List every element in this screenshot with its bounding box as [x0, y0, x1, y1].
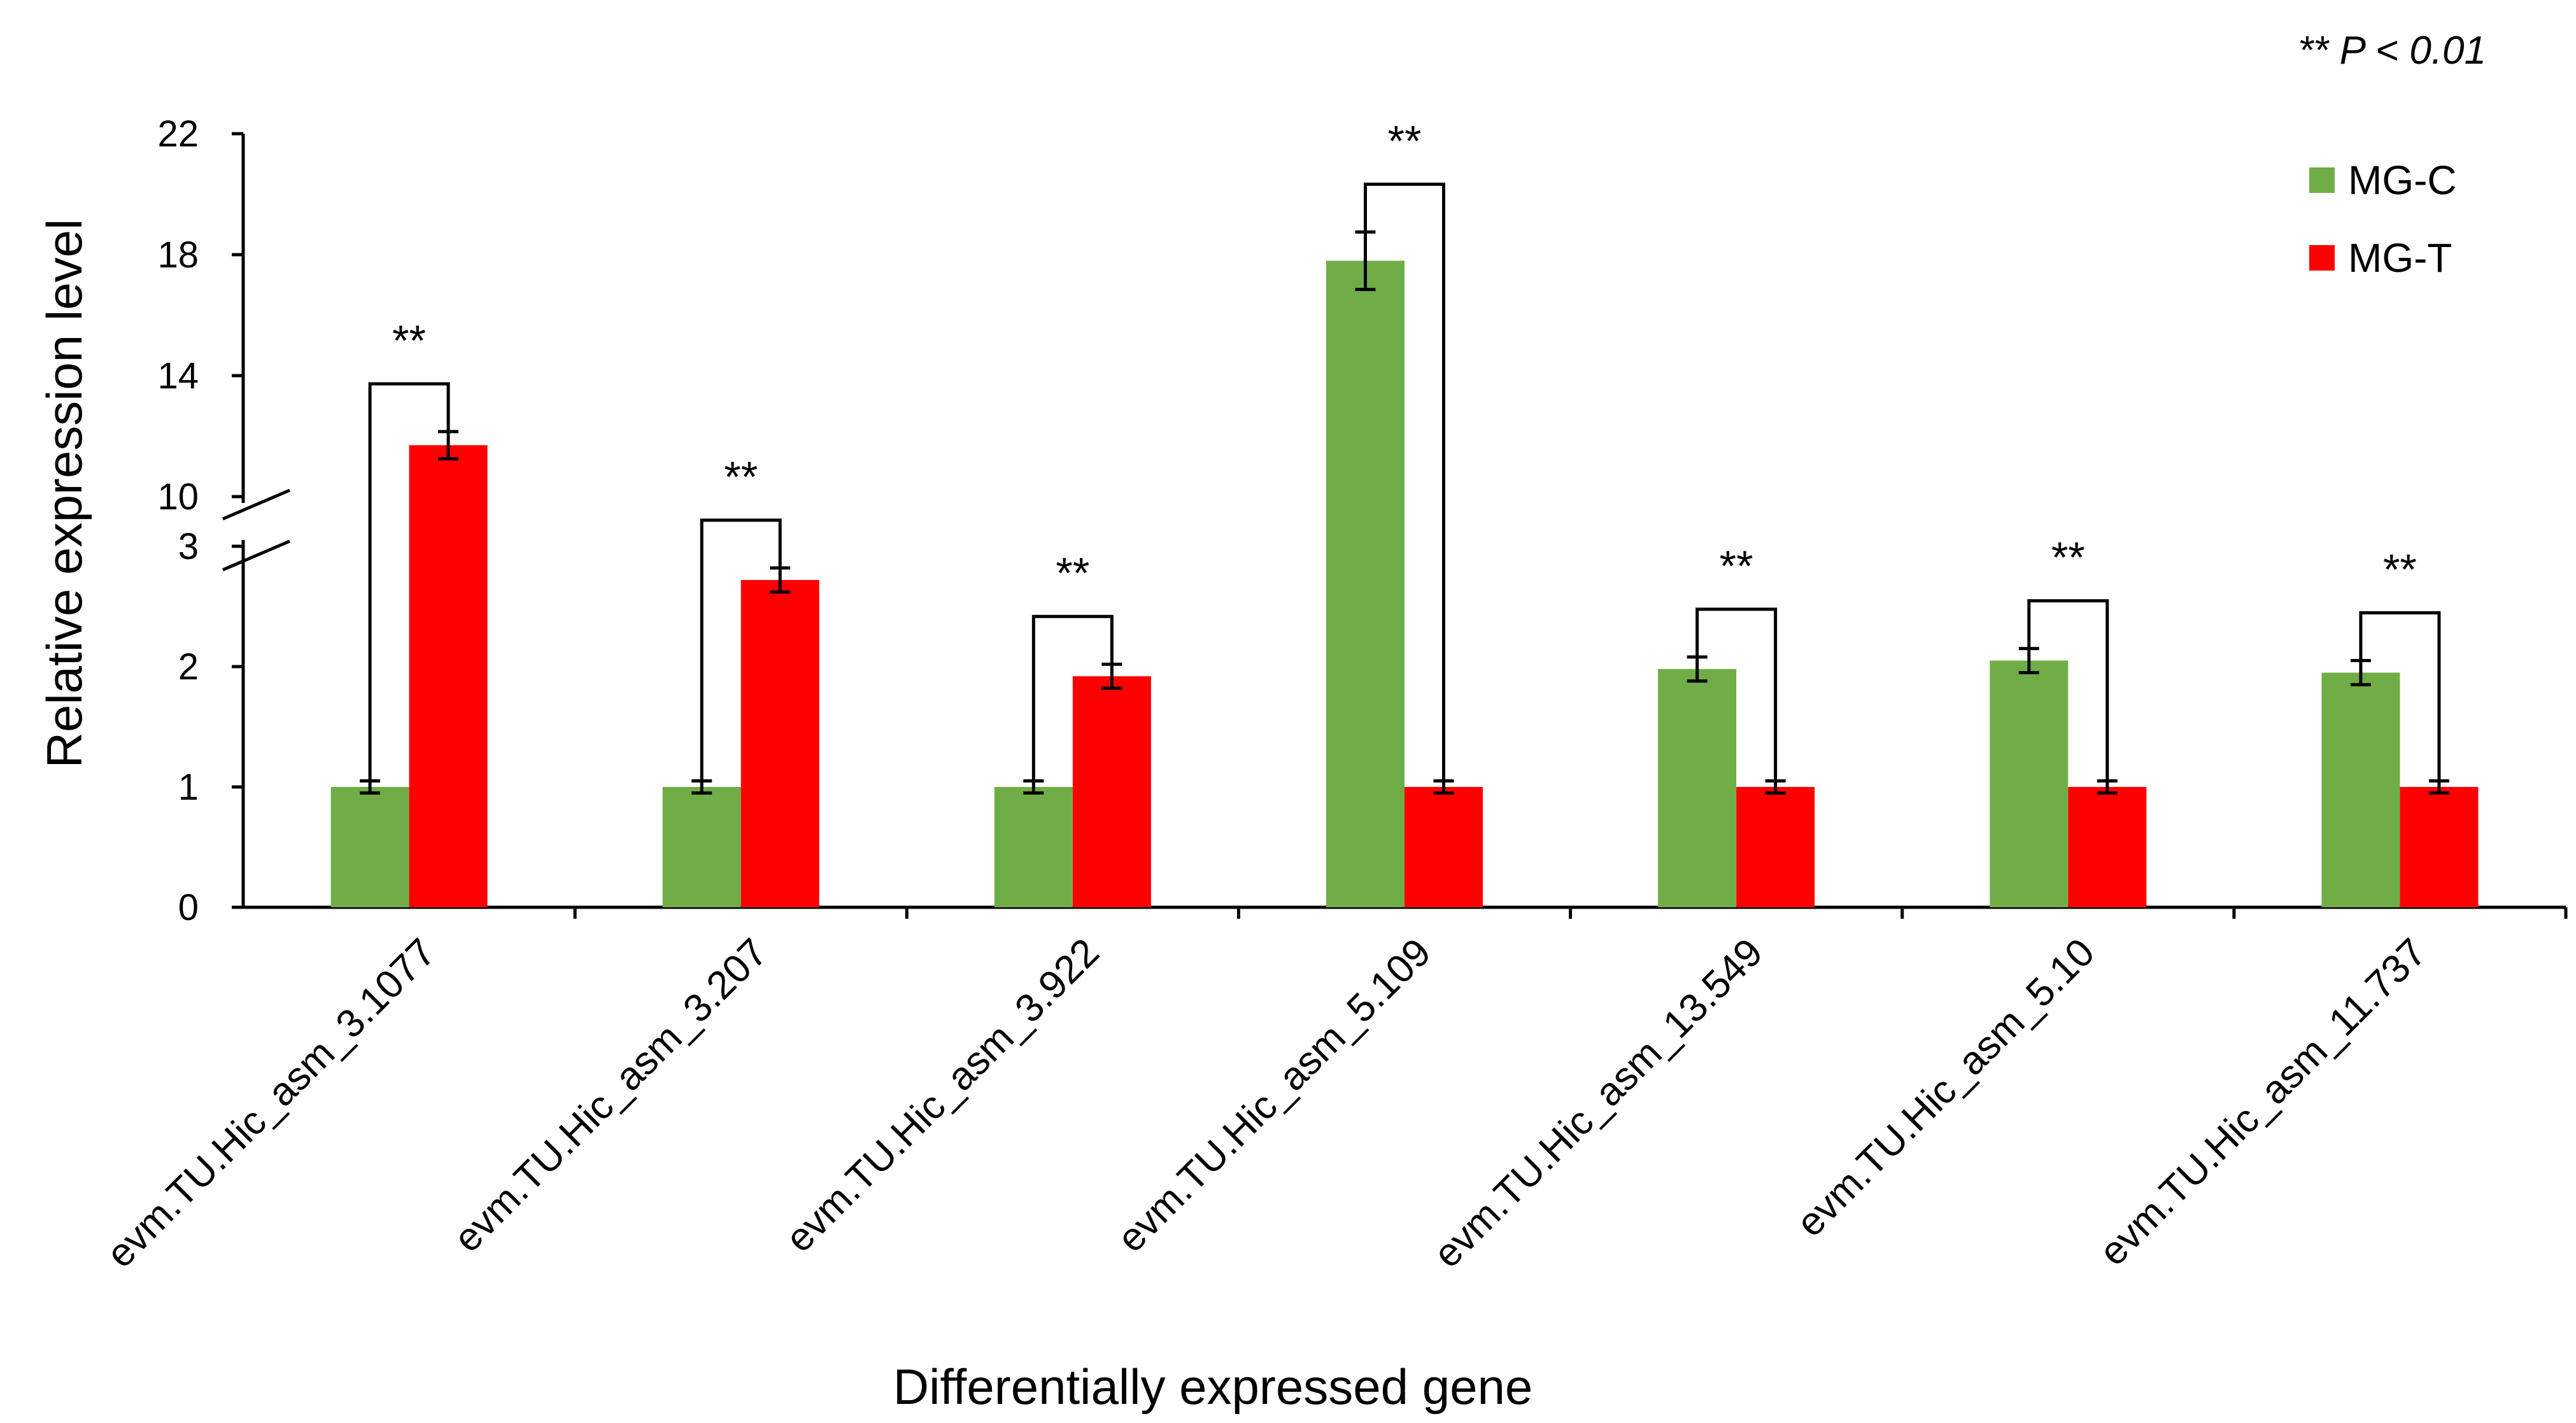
bar-mg-c-4 [1326, 260, 1405, 907]
legend: MG-C MG-T [2309, 157, 2457, 281]
significance-bracket-5 [1695, 607, 1778, 781]
axis-break-mark-lower [222, 539, 290, 572]
legend-label-mg-c: MG-C [2348, 157, 2457, 203]
y-tick-label-1: 1 [178, 767, 199, 808]
y-axis-title: Relative expression level [36, 219, 92, 768]
y-tick-label-3: 3 [178, 526, 199, 567]
category-label-1: evm.TU.Hic_asm_3.1077 [98, 930, 444, 1276]
legend-swatch-mg-c [2309, 167, 2335, 193]
axis-break-mark-upper [222, 488, 290, 521]
significance-marker-6: ** [2051, 534, 2085, 582]
bar-mg-t-2 [740, 579, 819, 907]
legend-swatch-mg-t [2309, 245, 2335, 271]
category-label-6: evm.TU.Hic_asm_5.10 [1788, 930, 2104, 1245]
x-axis-title: Differentially expressed gene [893, 1359, 1532, 1415]
bar-mg-c-3 [994, 787, 1073, 907]
significance-marker-3: ** [1056, 549, 1089, 597]
legend-label-mg-t: MG-T [2348, 235, 2452, 281]
bar-mg-c-5 [1658, 669, 1737, 907]
significance-marker-1: ** [392, 316, 426, 365]
bar-mg-t-3 [1072, 676, 1151, 907]
y-tick-label-10: 10 [157, 476, 199, 518]
bar-mg-t-4 [1405, 787, 1483, 907]
significance-marker-7: ** [2383, 546, 2417, 594]
significance-bracket-6 [2027, 599, 2109, 781]
category-label-7: evm.TU.Hic_asm_11.737 [2091, 930, 2435, 1274]
bar-mg-t-7 [2400, 787, 2479, 907]
significance-bracket-1 [368, 382, 450, 781]
category-label-4: evm.TU.Hic_asm_5.109 [1109, 930, 1440, 1261]
bar-mg-c-2 [662, 787, 741, 907]
bar-mg-t-5 [1736, 787, 1815, 907]
significance-bracket-3 [1031, 614, 1114, 781]
y-tick-label-0: 0 [178, 887, 199, 928]
significance-brackets: ** ** ** ** ** ** ** [368, 117, 2441, 781]
significance-marker-5: ** [1720, 542, 1753, 590]
bar-mg-c-6 [1990, 660, 2069, 907]
bar-mg-t-1 [409, 445, 488, 907]
y-tick-label-22: 22 [157, 113, 199, 155]
bar-mg-c-1 [330, 787, 409, 907]
significance-marker-4: ** [1388, 117, 1422, 165]
significance-bracket-4 [1364, 182, 1445, 781]
bar-mg-c-7 [2321, 672, 2400, 907]
y-tick-label-18: 18 [157, 234, 199, 276]
bar-mg-t-6 [2068, 787, 2147, 907]
category-label-5: evm.TU.Hic_asm_13.549 [1426, 930, 1771, 1276]
significance-bracket-2 [700, 518, 782, 781]
significance-marker-2: ** [724, 453, 758, 501]
y-tick-label-14: 14 [157, 355, 199, 397]
category-label-3: evm.TU.Hic_asm_3.922 [777, 930, 1108, 1261]
category-label-2: evm.TU.Hic_asm_3.207 [446, 930, 776, 1261]
y-tick-label-2: 2 [178, 646, 199, 688]
significance-bracket-7 [2359, 611, 2441, 781]
significance-note: ** P < 0.01 [2298, 29, 2486, 73]
bars [330, 260, 2479, 907]
